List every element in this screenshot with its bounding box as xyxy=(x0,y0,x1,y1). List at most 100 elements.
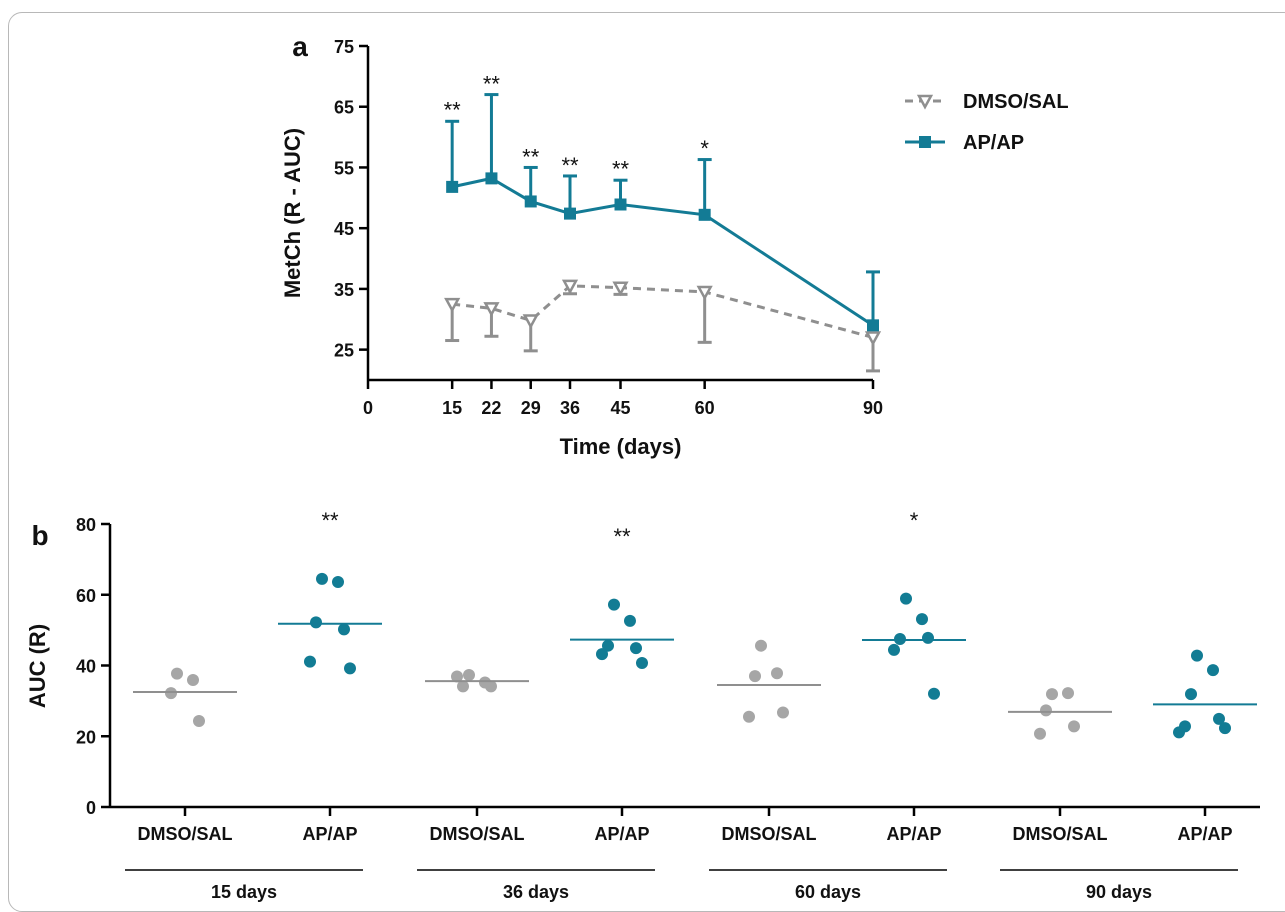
scatter-point xyxy=(165,687,177,700)
scatter-point xyxy=(1034,727,1046,740)
y-axis-label-b: AUC (R) xyxy=(25,624,50,708)
scatter-point xyxy=(743,710,755,723)
significance-annotation-a: ** xyxy=(612,157,630,182)
scatter-point xyxy=(888,643,900,656)
dmso-point xyxy=(561,279,579,295)
scatter-point xyxy=(894,632,906,645)
scatter-point xyxy=(636,657,648,670)
category-label: DMSO/SAL xyxy=(429,824,524,844)
ap-point xyxy=(698,208,711,221)
y-tick-label-a: 25 xyxy=(334,341,354,361)
scatter-point xyxy=(771,667,783,680)
scatter-point xyxy=(457,680,469,693)
scatter-point xyxy=(193,715,205,728)
x-tick-label-a: 45 xyxy=(610,398,630,418)
category-label: DMSO/SAL xyxy=(137,824,232,844)
dmso-point xyxy=(864,331,882,347)
category-label: AP/AP xyxy=(886,824,941,844)
y-tick-label-b: 80 xyxy=(76,515,96,535)
scatter-point xyxy=(928,687,940,700)
scatter-point xyxy=(187,674,199,687)
y-tick-label-a: 75 xyxy=(334,37,354,57)
scatter-point xyxy=(1062,687,1074,700)
scatter-point xyxy=(596,648,608,661)
significance-annotation-a: ** xyxy=(444,98,462,123)
y-tick-label-a: 65 xyxy=(334,98,354,118)
panel-label-a: a xyxy=(292,31,308,62)
group-label: 90 days xyxy=(1086,882,1152,902)
x-axis-label-a: Time (days) xyxy=(560,434,682,459)
x-tick-label-a: 36 xyxy=(560,398,580,418)
scatter-point xyxy=(463,669,475,682)
y-tick-label-b: 40 xyxy=(76,657,96,677)
scatter-point xyxy=(1207,664,1219,677)
scatter-point xyxy=(777,706,789,719)
dmso-point xyxy=(483,302,500,317)
scatter-point xyxy=(451,670,463,683)
scatter-point xyxy=(338,623,350,636)
y-axis-label-a: MetCh (R - AUC) xyxy=(280,128,305,298)
scatter-point xyxy=(608,598,620,611)
y-tick-label-b: 60 xyxy=(76,586,96,606)
ap-point xyxy=(867,319,879,332)
scatter-point xyxy=(485,680,497,693)
significance-annotation-a: ** xyxy=(522,144,540,169)
y-tick-label-b: 0 xyxy=(86,798,96,818)
scatter-point xyxy=(1068,720,1080,733)
panel-label-b: b xyxy=(31,520,48,551)
scatter-point xyxy=(344,662,356,675)
scatter-point xyxy=(1219,722,1231,735)
scatter-point xyxy=(602,639,614,652)
category-label: AP/AP xyxy=(594,824,649,844)
scatter-point xyxy=(304,655,316,668)
significance-annotation-a: * xyxy=(700,136,709,161)
scatter-point xyxy=(749,670,761,683)
ap-point xyxy=(564,207,576,220)
ap-point xyxy=(524,195,537,208)
scatter-point xyxy=(1173,726,1185,739)
dmso-point xyxy=(444,297,461,313)
ap-point xyxy=(485,172,498,185)
scatter-point xyxy=(1213,712,1225,725)
group-label: 15 days xyxy=(211,882,277,902)
scatter-point xyxy=(1191,649,1203,662)
scatter-point xyxy=(755,639,767,652)
scatter-point xyxy=(310,616,322,629)
legend-ap-label: AP/AP xyxy=(963,132,1024,154)
ap-series-line xyxy=(451,176,874,327)
x-tick-label-a: 29 xyxy=(521,398,541,418)
y-tick-label-a: 45 xyxy=(334,219,354,239)
x-tick-label-a: 60 xyxy=(695,398,715,418)
category-label: DMSO/SAL xyxy=(1012,824,1107,844)
category-label: DMSO/SAL xyxy=(721,824,816,844)
scatter-point xyxy=(1046,688,1058,701)
significance-annotation-a: ** xyxy=(561,153,579,178)
ap-point xyxy=(614,198,627,211)
scatter-point xyxy=(316,572,328,585)
scatter-point xyxy=(900,592,912,605)
category-label: AP/AP xyxy=(1177,824,1232,844)
scatter-point xyxy=(171,667,183,680)
significance-annotation-b: * xyxy=(910,508,919,533)
x-tick-label-a: 0 xyxy=(363,398,373,418)
y-tick-label-a: 35 xyxy=(334,280,354,300)
dmso-series-line xyxy=(452,284,874,339)
significance-annotation-b: ** xyxy=(613,524,631,549)
x-tick-label-a: 15 xyxy=(442,398,462,418)
group-label: 36 days xyxy=(503,882,569,902)
y-tick-label-a: 55 xyxy=(334,158,354,178)
dmso-point xyxy=(522,314,539,330)
scatter-point xyxy=(1040,704,1052,717)
scatter-point xyxy=(916,613,928,626)
x-tick-label-a: 90 xyxy=(863,398,883,418)
significance-annotation-b: ** xyxy=(321,508,339,533)
scatter-point xyxy=(332,576,344,589)
ap-point xyxy=(446,180,459,193)
scatter-point xyxy=(624,614,636,627)
legend-ap-marker xyxy=(919,136,931,148)
category-label: AP/AP xyxy=(302,824,357,844)
scatter-point xyxy=(922,631,934,644)
dmso-point xyxy=(696,285,713,301)
scatter-point xyxy=(1185,688,1197,701)
